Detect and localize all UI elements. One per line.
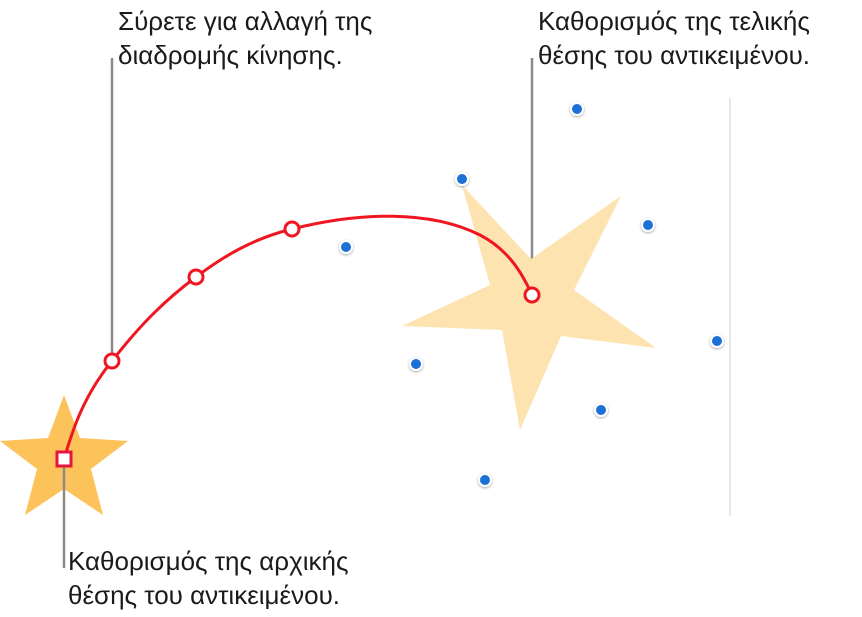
path-start-handle[interactable] (55, 450, 73, 468)
selection-handle[interactable] (570, 102, 584, 116)
callout-start-position-line2: θέσης του αντικειμένου. (68, 580, 341, 610)
end-position-star[interactable] (402, 185, 656, 430)
selection-handle[interactable] (594, 403, 608, 417)
path-control-point[interactable] (187, 268, 205, 286)
callout-start-position: Καθορισμός της αρχικής θέσης του αντικει… (68, 544, 349, 612)
motion-path-curve[interactable] (62, 214, 534, 461)
callout-end-position: Καθορισμός της τελικής θέσης του αντικει… (538, 4, 810, 72)
selection-handle[interactable] (710, 334, 724, 348)
selection-handle[interactable] (455, 172, 469, 186)
path-control-point[interactable] (103, 352, 121, 370)
callout-end-position-line2: θέσης του αντικειμένου. (538, 40, 811, 70)
callout-drag-path: Σύρετε για αλλαγή της διαδρομής κίνησης. (118, 4, 372, 72)
selection-handle[interactable] (641, 218, 655, 232)
path-end-point[interactable] (523, 286, 541, 304)
selection-handle[interactable] (409, 357, 423, 371)
path-control-point[interactable] (283, 220, 301, 238)
callout-drag-path-line2: διαδρομής κίνησης. (118, 40, 343, 70)
selection-handle[interactable] (478, 473, 492, 487)
callout-drag-path-line1: Σύρετε για αλλαγή της (118, 6, 373, 36)
callout-end-position-line1: Καθορισμός της τελικής (538, 6, 810, 36)
callout-start-position-line1: Καθορισμός της αρχικής (68, 546, 349, 576)
selection-handles (339, 102, 724, 487)
selection-handle[interactable] (339, 240, 353, 254)
